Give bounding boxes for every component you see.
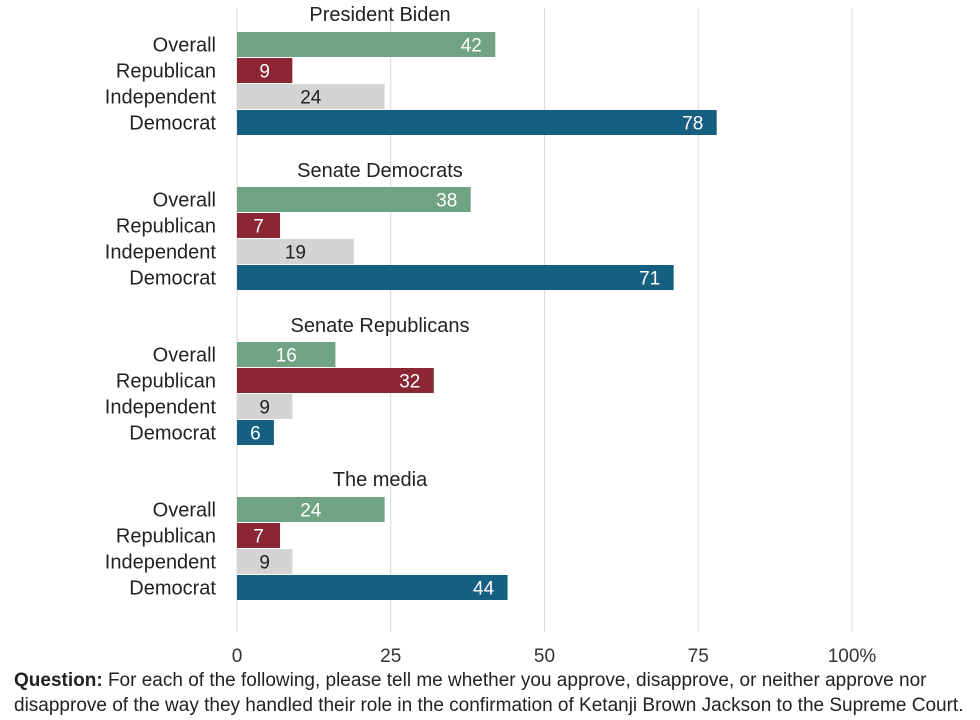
group-title: Senate Republicans: [290, 315, 469, 337]
bar: [237, 549, 293, 574]
category-label: Republican: [116, 526, 216, 548]
value-label: 7: [253, 217, 264, 238]
x-tick-label: 25: [380, 646, 401, 667]
x-tick-label: 50: [534, 646, 555, 667]
value-label: 24: [300, 501, 322, 522]
x-tick-label: 0: [232, 646, 243, 667]
category-label: Overall: [153, 500, 216, 522]
x-axis-ticks: 0 25 50 75 100%: [232, 646, 877, 667]
value-label: 6: [250, 424, 261, 445]
bar: [237, 368, 434, 393]
bar: [237, 58, 293, 83]
bar: [237, 110, 717, 135]
category-label: Independent: [105, 397, 217, 419]
bar: [237, 575, 508, 600]
bar: [237, 187, 471, 212]
value-label: 7: [253, 527, 264, 548]
group-title: Senate Democrats: [297, 160, 463, 182]
value-label: 9: [259, 398, 270, 419]
bar: [237, 523, 281, 548]
question-text: For each of the following, please tell m…: [14, 670, 964, 716]
question-footnote: Question: For each of the following, ple…: [14, 668, 969, 718]
value-label: 44: [473, 579, 495, 600]
value-label: 42: [461, 36, 482, 57]
group-title: The media: [333, 469, 428, 491]
grouped-bar-chart: President Biden Overall 42 Republican 9 Indep…: [105, 4, 877, 667]
category-label: Independent: [105, 242, 217, 264]
value-label: 32: [399, 372, 420, 393]
category-label: Overall: [153, 35, 216, 57]
category-label: Democrat: [129, 423, 216, 445]
value-label: 19: [285, 243, 306, 264]
category-label: Republican: [116, 61, 216, 83]
bar: [237, 497, 385, 522]
x-tick-label: 75: [688, 646, 709, 667]
category-label: Democrat: [129, 268, 216, 290]
category-label: Republican: [116, 216, 216, 238]
value-label: 78: [682, 114, 703, 135]
bar: [237, 239, 354, 264]
bar: [237, 420, 274, 445]
bar: [237, 213, 281, 238]
category-label: Democrat: [129, 113, 216, 135]
group-title: President Biden: [309, 4, 450, 26]
category-label: Republican: [116, 371, 216, 393]
value-label: 9: [259, 62, 270, 83]
value-label: 71: [639, 269, 660, 290]
category-label: Overall: [153, 190, 216, 212]
value-label: 24: [300, 88, 322, 109]
category-label: Democrat: [129, 578, 216, 600]
value-label: 38: [436, 191, 457, 212]
bar: [237, 32, 496, 57]
bars: [237, 32, 717, 600]
category-label: Independent: [105, 552, 217, 574]
value-label: 16: [276, 346, 297, 367]
bar: [237, 84, 385, 109]
category-label: Independent: [105, 87, 217, 109]
bar: [237, 394, 293, 419]
bar: [237, 265, 674, 290]
category-label: Overall: [153, 345, 216, 367]
value-label: 9: [259, 553, 270, 574]
bar: [237, 342, 336, 367]
labels: President Biden Overall 42 Republican 9 Indep…: [105, 4, 704, 600]
x-tick-label: 100%: [828, 646, 877, 667]
question-label: Question:: [14, 670, 103, 691]
